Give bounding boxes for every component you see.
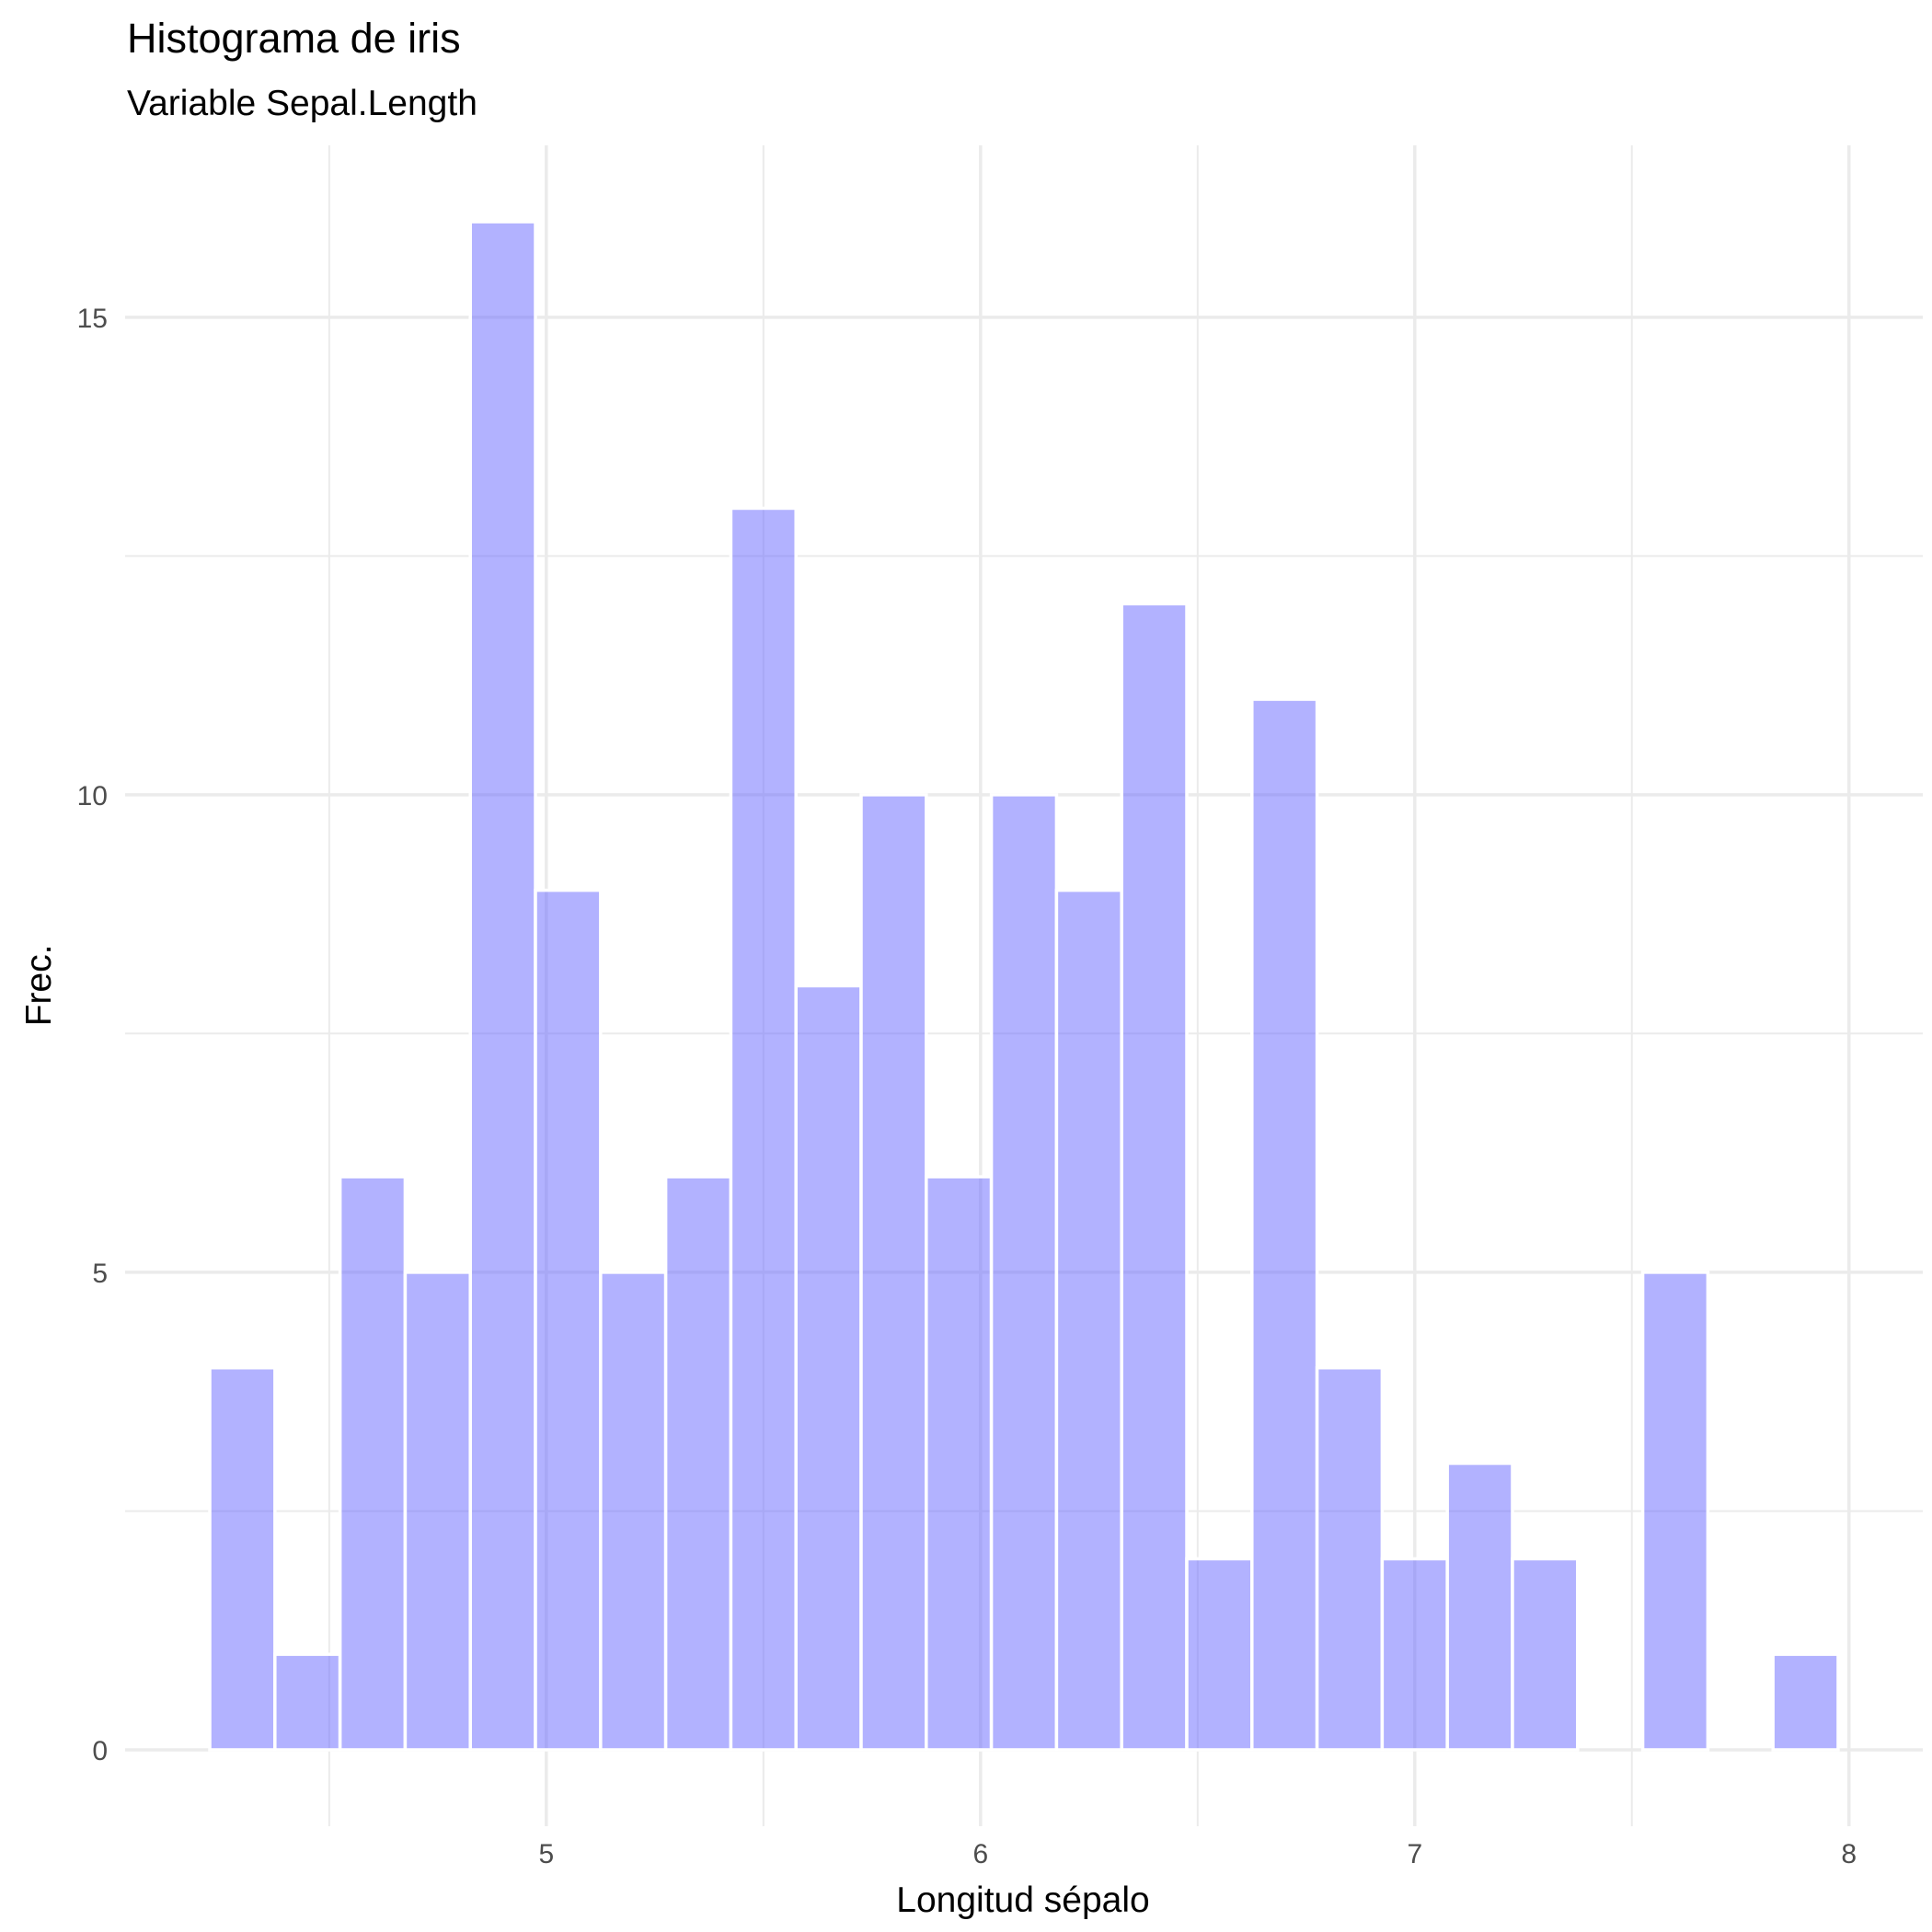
- histogram-bar: [1771, 1652, 1840, 1752]
- histogram-bar: [1445, 1461, 1514, 1752]
- y-tick-label: 5: [92, 1259, 108, 1289]
- x-tick-label: 5: [538, 1839, 554, 1869]
- histogram-bar: [208, 1365, 277, 1752]
- chart-title: Histograma de iris: [127, 15, 461, 62]
- histogram-bar: [1250, 697, 1319, 1752]
- histogram-bar: [338, 1175, 408, 1752]
- y-tick-label: 10: [77, 781, 108, 811]
- x-tick-label: 6: [972, 1839, 988, 1869]
- histogram-bar: [1315, 1365, 1385, 1752]
- x-tick-labels: 5 6 7 8: [538, 1839, 1857, 1869]
- histogram-bar: [663, 1175, 733, 1752]
- chart-subtitle: Variable Sepal.Length: [127, 84, 477, 123]
- histogram-bar: [729, 506, 798, 1752]
- histogram-bar: [599, 1271, 668, 1752]
- y-tick-label: 0: [92, 1736, 108, 1766]
- histogram-bar: [1120, 602, 1189, 1752]
- histogram-bar: [1640, 1271, 1710, 1752]
- histogram-bar: [925, 1175, 994, 1752]
- histogram-bar: [1380, 1557, 1449, 1752]
- x-axis-label: Longitud sépalo: [896, 1880, 1149, 1920]
- histogram-bar: [989, 793, 1059, 1752]
- histogram-bar: [403, 1271, 472, 1752]
- y-axis-label: Frec.: [19, 945, 59, 1027]
- x-tick-label: 8: [1841, 1839, 1857, 1869]
- histogram-bar: [1185, 1557, 1254, 1752]
- histogram-bar: [273, 1652, 342, 1752]
- histogram-bar: [859, 793, 928, 1752]
- histogram-bar: [1511, 1557, 1580, 1752]
- histogram-bar: [794, 983, 863, 1752]
- bars: [208, 220, 1840, 1752]
- histogram-bar: [534, 888, 603, 1752]
- x-tick-label: 7: [1407, 1839, 1422, 1869]
- y-tick-label: 15: [77, 304, 108, 334]
- histogram-bar: [1054, 888, 1123, 1752]
- y-tick-labels: 0 5 10 15: [77, 304, 108, 1766]
- histogram-bar: [468, 220, 537, 1752]
